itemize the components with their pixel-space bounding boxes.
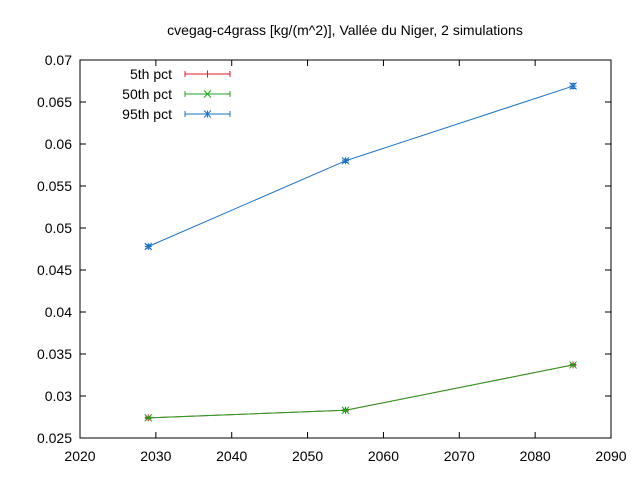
- data-point: [569, 82, 577, 90]
- data-point: [144, 242, 153, 251]
- legend: 5th pct 50th pct 95th pct: [122, 66, 231, 122]
- data-point: [341, 156, 350, 165]
- legend-marker: [204, 70, 211, 78]
- legend-label: 5th pct: [130, 66, 172, 82]
- series-line: [148, 364, 574, 419]
- series-5th-pct: [144, 361, 577, 422]
- y-tick-label: 0.03: [45, 388, 72, 404]
- x-tick-label: 2060: [368, 448, 399, 464]
- x-tick-label: 2040: [216, 448, 247, 464]
- x-tick-label: 2020: [64, 448, 95, 464]
- plot-area: 2020 2030 2040 2050 2060 2070 2080 2090 0.025 0.0…: [37, 52, 627, 464]
- y-tick-label: 0.035: [37, 346, 72, 362]
- x-tick-label: 2030: [140, 448, 171, 464]
- y-tick-label: 0.07: [45, 52, 72, 68]
- series-line: [148, 85, 574, 247]
- x-tick-label: 2050: [292, 448, 323, 464]
- series-line: [148, 364, 574, 419]
- data-point: [569, 361, 577, 369]
- legend-marker: [203, 90, 212, 98]
- y-tick-label: 0.025: [37, 430, 72, 446]
- x-tick-label: 2070: [444, 448, 475, 464]
- y-tick-label: 0.06: [45, 136, 72, 152]
- series-95th-pct: [144, 82, 577, 251]
- legend-label: 50th pct: [122, 86, 172, 102]
- legend-label: 95th pct: [122, 106, 172, 122]
- series-50th-pct: [144, 361, 577, 422]
- y-tick-label: 0.05: [45, 220, 72, 236]
- x-tick-label: 2080: [520, 448, 551, 464]
- legend-marker: [203, 110, 212, 118]
- y-tick-label: 0.045: [37, 262, 72, 278]
- x-tick-label: 2090: [595, 448, 626, 464]
- plot-frame: [79, 59, 612, 439]
- y-tick-label: 0.055: [37, 178, 72, 194]
- y-tick-label: 0.04: [45, 304, 72, 320]
- data-point: [144, 413, 153, 422]
- y-tick-label: 0.065: [37, 94, 72, 110]
- chart-title: cvegag-c4grass [kg/(m^2)], Vallée du Nig…: [167, 22, 523, 38]
- data-point: [341, 406, 350, 415]
